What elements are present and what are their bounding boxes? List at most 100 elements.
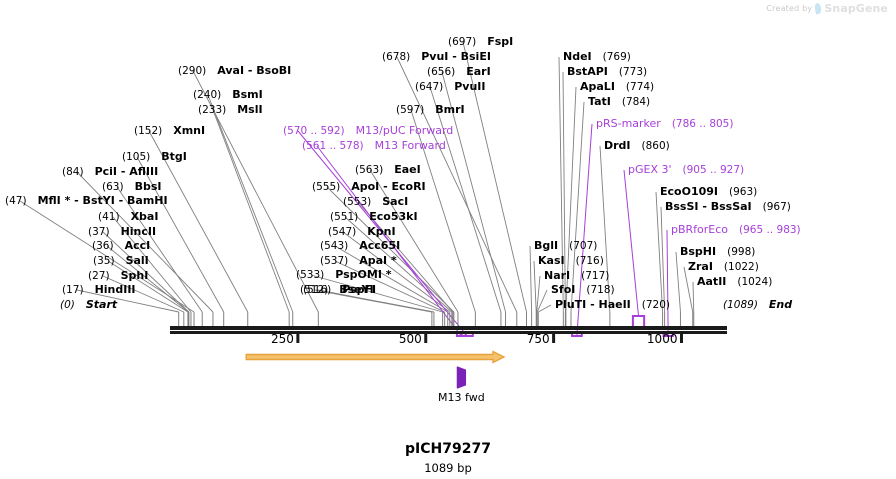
site-leader-line [369,169,459,313]
site-enzyme-name: MflI * - BstYI - BamHI [37,194,168,207]
scale-ticks-group: 250 500 750 1000 [271,332,683,346]
site-enzyme-name: XmnI [173,124,206,137]
restriction-site-label: TatI (784) [588,95,651,109]
restriction-site-label: (547) KpnI [328,225,396,239]
site-position: (512) [300,284,329,296]
site-position: (963) [729,186,758,198]
site-enzyme-name: ApaLI [580,80,615,93]
feature-label: (570 .. 592) M13/pUC Forward [283,125,453,138]
restriction-site-label: (47) MflI * - BstYI - BamHI [5,194,168,208]
site-leader-line [76,289,179,313]
restriction-site-label: EcoO109I (963) [660,185,758,199]
leader-lines-group [19,41,695,337]
site-enzyme-name: BstAPI [567,65,608,78]
restriction-site-label: (512) BseYI [300,283,374,297]
restriction-site-label: DrdI (860) [604,140,670,153]
site-position: (860) [641,140,670,152]
restriction-site-label: (27) SphI [88,269,149,283]
site-enzyme-name: TatI [588,95,611,108]
site-leader-line [396,56,518,313]
site-position: (27) [88,270,110,282]
restriction-site-label: BstAPI (773) [567,65,647,79]
restriction-site-label: (551) Eco53kI [330,211,418,224]
restriction-site-label: (597) BmrI [396,104,465,117]
site-leader-line [136,156,225,313]
site-enzyme-name: PvuII [454,80,486,93]
scale-tick-label: 1000 [647,332,678,346]
site-enzyme-name: PluTI - HaeII [555,298,631,311]
site-position: (152) [134,125,163,137]
site-leader-line [317,289,435,313]
restriction-site-label: (697) FspI [448,36,513,49]
site-enzyme-name: EcoO109I [660,185,718,198]
feature-mark [631,315,646,326]
site-enzyme-name: MslI [237,103,263,116]
site-position: (647) [415,81,444,93]
restriction-site-label: (563) EaeI [355,163,421,177]
feature-name: pGEX 3' [628,163,672,176]
site-leader-line [692,281,695,313]
site-leader-line [562,71,566,313]
site-position: (1024) [737,276,773,288]
ruler-bar-bottom [170,331,727,334]
feature-name: pBRforEco [671,223,729,236]
site-position: (36) [92,240,114,252]
site-enzyme-name: BssSI - BssSaI [665,200,752,213]
restriction-site-label: (537) ApaI * [320,255,397,268]
site-enzyme-name: BglI [534,239,559,252]
site-enzyme-name: PspFI [342,283,377,296]
restriction-site-label: KasI (716) [538,255,604,268]
site-leader-line [655,191,664,313]
site-leader-line [565,86,577,313]
site-enzyme-name: AvaI - BsoBI [217,64,292,77]
site-enzyme-name: XbaI [130,210,159,223]
site-position: (563) [355,164,384,176]
site-position: (41) [98,211,120,223]
scale-tick-label: 750 [527,332,550,346]
site-enzyme-name: Acc65I [359,239,401,252]
site-position: (553) [343,196,372,208]
plasmid-name-text: pICH79277 [405,441,491,457]
site-enzyme-name: SphI [120,269,149,282]
site-leader-line [326,186,455,313]
site-position: (716) [575,255,604,267]
site-enzyme-name: BseYI [339,283,374,296]
site-position: (47) [5,195,27,207]
site-position: (769) [602,51,631,63]
orf-arrow [245,350,506,364]
site-enzyme-name: AatII [697,275,727,288]
site-position: (543) [320,240,349,252]
restriction-site-label: (647) PvuII [415,80,486,94]
site-leader-line [429,86,502,313]
site-leader-line [116,186,203,313]
feature-range: (570 .. 592) [283,125,345,137]
site-enzyme-name: PvuI - BsiEI [421,50,491,63]
site-position: (718) [586,284,615,296]
feature-range: (561 .. 578) [302,140,364,152]
scale-tick [424,334,428,343]
site-position: (1089) [723,299,758,311]
site-position: (1022) [723,261,759,273]
site-enzyme-name: KpnI [367,225,396,238]
restriction-site-label: (553) SacI [343,196,408,209]
site-leader-line [570,101,585,313]
site-position: (597) [396,104,425,116]
site-leader-line [675,251,681,313]
restriction-site-label: ApaLI (774) [580,80,654,94]
site-position: (240) [193,89,222,101]
restriction-site-label: (555) ApoI - EcoRI [312,181,426,194]
feature-marks-group [455,315,674,337]
site-position: (784) [621,96,651,108]
site-leader-line [76,171,214,313]
feature-mark [662,334,674,337]
site-position: (656) [427,66,456,78]
restriction-site-label: BssSI - BssSaI (967) [665,200,791,214]
feature-range: (905 .. 927) [682,164,745,176]
feature-mark [571,334,583,337]
restriction-site-label: PluTI - HaeII (720) [555,298,670,312]
site-enzyme-name: EaeI [394,163,421,176]
restriction-site-label: (656) EarI [427,66,491,79]
site-position: (678) [382,51,411,63]
restriction-site-label: (152) XmnI [134,124,206,138]
site-leader-line [599,145,611,313]
